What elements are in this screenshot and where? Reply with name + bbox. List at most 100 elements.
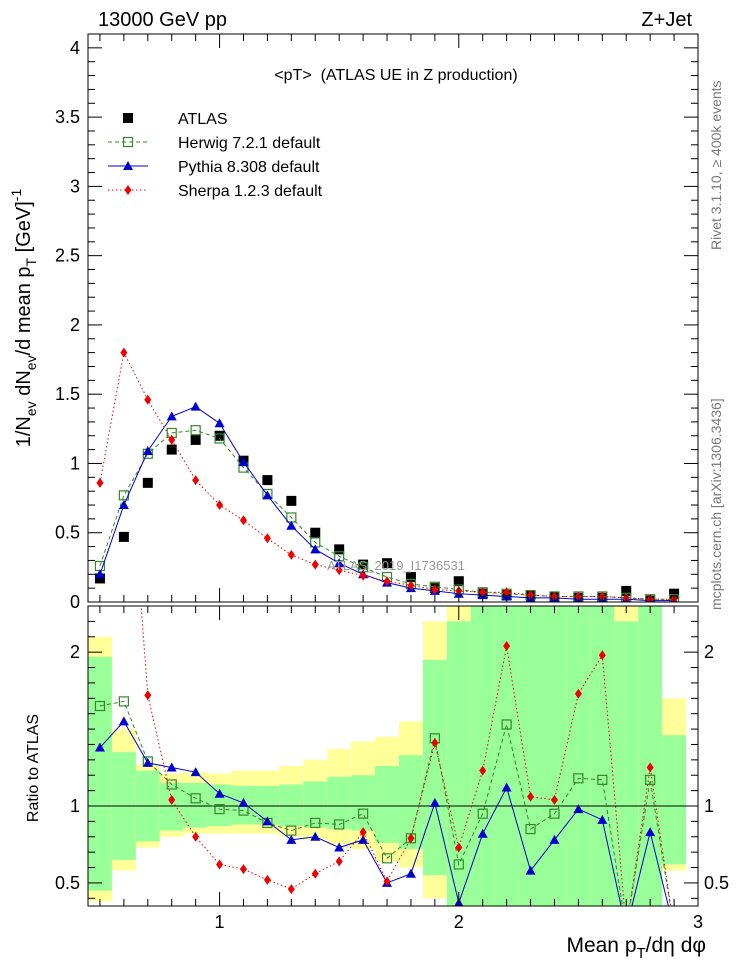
atlas-point bbox=[286, 495, 297, 506]
pythia-point bbox=[166, 411, 177, 421]
sherpa-point bbox=[239, 515, 247, 526]
ratio-y-tick-label-right: 0.5 bbox=[704, 873, 729, 893]
y-tick-label: 1.5 bbox=[55, 384, 80, 404]
atlas-point bbox=[382, 558, 393, 569]
pythia-ratio-point bbox=[477, 828, 488, 838]
ratio-y-tick-label-right: 2 bbox=[704, 642, 714, 662]
band-inner bbox=[303, 781, 328, 828]
herwig-ratio-point bbox=[166, 779, 177, 790]
sherpa-ratio-point bbox=[311, 868, 319, 879]
y-tick-label: 2.5 bbox=[55, 246, 80, 266]
mcplots-label: mcplots.cern.ch [arXiv:1306.3436] bbox=[708, 398, 724, 610]
ylabel-part-4: [GeV] bbox=[13, 201, 35, 258]
herwig-ratio-point bbox=[214, 803, 225, 815]
pythia-ratio-point bbox=[501, 782, 512, 792]
sherpa-ratio-point bbox=[598, 650, 606, 661]
sherpa-ratio-point bbox=[168, 794, 176, 805]
band-inner bbox=[638, 606, 663, 906]
band-inner bbox=[446, 621, 471, 906]
xlabel-part-2: /dη dφ bbox=[646, 934, 706, 957]
herwig-ratio-point bbox=[118, 696, 129, 707]
ylabel-part-2: dN bbox=[13, 370, 35, 401]
band-inner bbox=[614, 621, 639, 906]
pythia-ratio-point bbox=[238, 797, 249, 807]
herwig-ratio-point bbox=[645, 774, 656, 785]
atlas-point bbox=[94, 573, 105, 584]
band-inner bbox=[88, 656, 112, 891]
herwig-ratio-point bbox=[381, 853, 393, 864]
herwig-line bbox=[99, 429, 675, 600]
ratio-y-tick-label-right: 1 bbox=[704, 796, 714, 816]
y-axis-label-bottom: Ratio to ATLAS bbox=[25, 714, 42, 822]
pythia-ratio-point bbox=[573, 804, 584, 814]
sherpa-point bbox=[359, 570, 367, 581]
pythia-ratio-point bbox=[525, 865, 536, 875]
atlas-point bbox=[669, 588, 680, 599]
pythia-point bbox=[310, 544, 321, 554]
pythia-ratio-point bbox=[262, 816, 273, 826]
ylabel-sub-1: ev bbox=[23, 401, 39, 416]
pythia-ratio-point bbox=[286, 834, 297, 844]
atlas-point bbox=[190, 434, 201, 445]
herwig-ratio-line bbox=[99, 700, 671, 906]
pythia-ratio-point bbox=[429, 797, 440, 807]
sherpa-point bbox=[120, 347, 128, 358]
pythia-point bbox=[190, 401, 201, 411]
ylabel-part-3: /d mean p bbox=[13, 266, 35, 355]
pythia-ratio-point bbox=[190, 767, 201, 777]
band-inner bbox=[375, 766, 399, 843]
band-inner bbox=[159, 782, 184, 831]
atlas-point bbox=[358, 559, 369, 570]
legend-label: Pythia 8.308 default bbox=[178, 159, 320, 176]
sherpa-ratio-point bbox=[431, 737, 439, 748]
herwig-ratio-point bbox=[477, 808, 488, 819]
x-tick-label: 3 bbox=[693, 912, 703, 932]
sherpa-ratio-point bbox=[455, 842, 463, 853]
sherpa-point bbox=[335, 565, 343, 576]
pythia-ratio-point bbox=[405, 868, 416, 878]
sherpa-ratio-point bbox=[192, 831, 200, 842]
legend-marker bbox=[123, 161, 133, 170]
main-plot-frame bbox=[87, 33, 699, 603]
sherpa-ratio-point bbox=[671, 924, 678, 934]
y-tick-label: 0.5 bbox=[55, 523, 80, 543]
sherpa-point bbox=[287, 549, 295, 560]
legend-marker bbox=[122, 136, 134, 148]
sherpa-point bbox=[431, 584, 439, 595]
band-inner bbox=[207, 784, 232, 826]
sherpa-ratio-point bbox=[335, 856, 343, 867]
pythia-ratio-point bbox=[214, 788, 225, 798]
pythia-ratio-point bbox=[310, 831, 321, 841]
legend-marker bbox=[124, 185, 132, 195]
herwig-ratio-point bbox=[453, 859, 464, 870]
pythia-ratio-point bbox=[549, 834, 560, 844]
pythia-ratio-point bbox=[166, 762, 177, 772]
sherpa-ratio-point bbox=[359, 827, 367, 838]
pythia-point bbox=[94, 569, 105, 579]
herwig-point bbox=[214, 433, 225, 444]
atlas-point bbox=[405, 572, 416, 583]
herwig-ratio-point bbox=[501, 719, 512, 730]
atlas-point bbox=[621, 585, 632, 596]
pythia-ratio-point bbox=[597, 814, 608, 824]
band-inner bbox=[327, 776, 352, 830]
pythia-ratio-point bbox=[669, 924, 679, 933]
sherpa-point bbox=[263, 533, 271, 544]
band-inner bbox=[183, 782, 208, 828]
sherpa-point bbox=[168, 434, 176, 445]
atlas-point bbox=[166, 444, 177, 455]
band-inner bbox=[662, 735, 687, 865]
band-inner bbox=[398, 755, 423, 850]
pythia-point bbox=[286, 520, 297, 530]
pythia-ratio-point bbox=[142, 757, 153, 767]
herwig-ratio-point bbox=[357, 808, 369, 819]
band-inner bbox=[494, 606, 519, 906]
y-tick-label: 1 bbox=[70, 453, 80, 473]
band-inner bbox=[518, 606, 543, 906]
herwig-ratio-point bbox=[573, 773, 584, 784]
ratio-y-tick-label: 2 bbox=[70, 642, 80, 662]
header-right: Z+Jet bbox=[641, 9, 692, 31]
herwig-ratio-point bbox=[525, 823, 536, 835]
atlas-point bbox=[142, 477, 153, 488]
header-left: 13000 GeV pp bbox=[98, 9, 227, 31]
